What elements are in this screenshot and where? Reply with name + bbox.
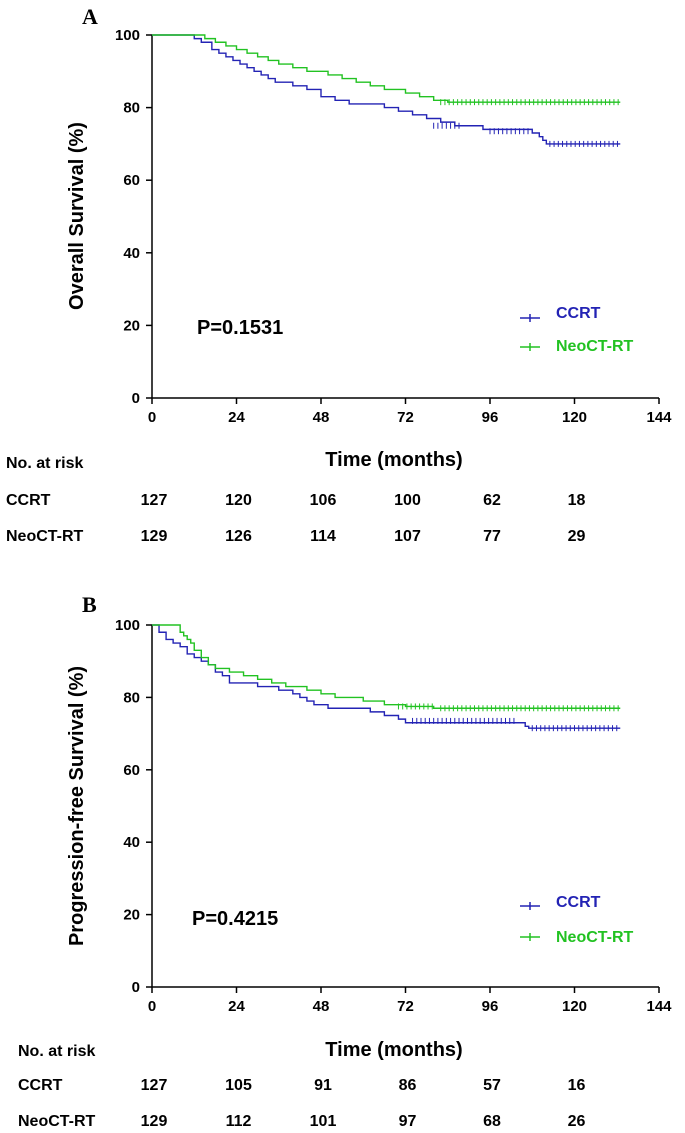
panel-a-x-tick-label-144: 144 [646,409,672,426]
panel-b-risk-neoct-rt-120: 26 [568,1113,586,1130]
panel-a-y-tick-label-100: 100 [115,27,140,44]
panel-b-x-tick-label-24: 24 [228,998,245,1015]
panel-b-risk-ccrt-0: 127 [141,1077,168,1094]
panel-a-x-tick-label-120: 120 [562,409,587,426]
panel-b-letter: B [82,592,97,617]
panel-a-risk-neoct-rt-0: 129 [141,528,168,545]
panel-b-x-tick-label-0: 0 [148,998,156,1015]
panel-b-curves [152,624,621,732]
panel-b-risk-neoct-rt-0: 129 [141,1113,168,1130]
panel-b-legend-ccrt-symbol [520,902,540,910]
panel-a-y-tick-label-80: 80 [123,100,140,117]
panel-a-risk-ccrt-0: 127 [141,492,168,509]
panel-b-legend: CCRT NeoCT-RT [520,894,634,946]
panel-a-risk-neoct-rt-120: 29 [568,528,586,545]
panel-a-censor-marks-ccrt [433,122,618,147]
panel-a-x-tick-label-72: 72 [397,409,414,426]
panel-b-p-value: P=0.4215 [192,908,278,930]
panel-a-risk-label-neoct-rt: NeoCT-RT [6,528,84,545]
panel-a-y-tick-label-0: 0 [132,390,140,407]
panel-b-risk-table: No. at risk CCRT NeoCT-RT 127 105 91 86 57 16… [18,1043,586,1130]
panel-a-y-tick-label-20: 20 [123,317,140,334]
panel-a-y-ticks: 0 20 40 60 80 100 [115,27,152,407]
panel-a: A 0 20 40 60 80 100 0 24 48 72 96 120 144 Overall S… [6,4,672,545]
panel-a-curves [152,34,621,147]
panel-a-risk-ccrt-48: 106 [310,492,337,509]
panel-b-risk-label-ccrt: CCRT [18,1077,63,1094]
panel-b-risk-ccrt-48: 91 [314,1077,332,1094]
panel-a-legend-neoct-rt: NeoCT-RT [520,338,634,355]
panel-b-legend-neoct-rt-label: NeoCT-RT [556,929,634,946]
panel-b-x-tick-label-144: 144 [646,998,672,1015]
panel-b-risk-ccrt-120: 16 [568,1077,586,1094]
panel-b-y-tick-label-100: 100 [115,617,140,634]
panel-a-risk-ccrt-24: 120 [225,492,252,509]
panel-b-legend-neoct-rt: NeoCT-RT [520,929,634,946]
panel-a-risk-neoct-rt-96: 77 [483,528,501,545]
panel-a-legend: CCRT NeoCT-RT [520,305,634,355]
panel-a-x-axis-title: Time (months) [325,449,462,471]
panel-b-risk-neoct-rt-96: 68 [483,1113,501,1130]
panel-b-censor-marks-ccrt [412,717,618,732]
panel-a-curve-neoct-rt [152,34,621,103]
panel-b-risk-label-neoct-rt: NeoCT-RT [18,1113,96,1130]
panel-a-risk-ccrt-120: 18 [568,492,586,509]
panel-a-risk-neoct-rt-24: 126 [225,528,252,545]
panel-a-legend-ccrt: CCRT [520,305,601,322]
panel-b-y-tick-label-60: 60 [123,762,140,779]
panel-a-risk-table: No. at risk CCRT NeoCT-RT 127 120 106 100 62… [6,455,586,545]
panel-b-y-tick-label-40: 40 [123,834,140,851]
panel-b-y-axis-title: Progression-free Survival (%) [66,666,88,946]
panel-b-risk-neoct-rt-48: 101 [310,1113,337,1130]
panel-b-risk-ccrt-72: 86 [399,1077,417,1094]
panel-b-risk-numbers: 127 105 91 86 57 16 129 112 101 97 68 26 [141,1077,586,1130]
panel-a-risk-header: No. at risk [6,455,83,472]
panel-b-y-tick-label-80: 80 [123,689,140,706]
panel-a-risk-numbers: 127 120 106 100 62 18 129 126 114 107 77 29 [141,492,586,545]
panel-b-x-ticks: 0 24 48 72 96 120 144 [148,987,672,1015]
panel-a-p-value: P=0.1531 [197,317,283,339]
panel-b: B 0 20 40 60 80 100 0 24 48 72 96 120 144 Progressi… [18,592,672,1130]
panel-a-y-tick-label-40: 40 [123,245,140,262]
panel-b-risk-neoct-rt-72: 97 [399,1113,417,1130]
panel-a-x-tick-label-48: 48 [313,409,330,426]
panel-b-risk-header: No. at risk [18,1043,95,1060]
panel-b-legend-ccrt: CCRT [520,894,601,911]
panel-a-legend-ccrt-symbol [520,314,540,322]
panel-b-risk-ccrt-96: 57 [483,1077,501,1094]
panel-a-x-ticks: 0 24 48 72 96 120 144 [148,398,672,426]
panel-b-y-tick-label-0: 0 [132,979,140,996]
panel-a-risk-neoct-rt-48: 114 [310,528,336,545]
panel-b-censor-marks-neoct-rt [397,703,619,712]
panel-a-risk-neoct-rt-72: 107 [394,528,421,545]
panel-b-legend-neoct-rt-symbol [520,933,540,941]
panel-a-risk-ccrt-96: 62 [483,492,501,509]
panel-a-y-tick-label-60: 60 [123,172,140,189]
panel-a-risk-label-ccrt: CCRT [6,492,51,509]
panel-b-x-tick-label-72: 72 [397,998,414,1015]
panel-a-legend-neoct-rt-symbol [520,343,540,351]
panel-b-x-tick-label-96: 96 [482,998,499,1015]
panel-b-legend-ccrt-label: CCRT [556,894,601,911]
panel-b-curve-ccrt [152,624,621,729]
panel-b-risk-ccrt-24: 105 [225,1077,252,1094]
panel-b-y-tick-label-20: 20 [123,907,140,924]
panel-a-legend-neoct-rt-label: NeoCT-RT [556,338,634,355]
panel-a-letter: A [82,4,98,29]
panel-a-x-tick-label-0: 0 [148,409,156,426]
panel-a-risk-ccrt-72: 100 [394,492,421,509]
panel-a-legend-ccrt-label: CCRT [556,305,601,322]
panel-b-curve-neoct-rt [152,624,621,709]
panel-a-x-tick-label-96: 96 [482,409,499,426]
panel-b-y-ticks: 0 20 40 60 80 100 [115,617,152,996]
panel-a-curve-ccrt [152,34,621,145]
panel-b-risk-neoct-rt-24: 112 [226,1113,252,1130]
panel-b-x-axis-title: Time (months) [325,1039,462,1061]
panel-b-x-tick-label-120: 120 [562,998,587,1015]
panel-a-censor-marks-neoct-rt [440,99,619,106]
panel-a-y-axis-title: Overall Survival (%) [66,122,88,310]
panel-b-x-tick-label-48: 48 [313,998,330,1015]
panel-a-x-tick-label-24: 24 [228,409,245,426]
